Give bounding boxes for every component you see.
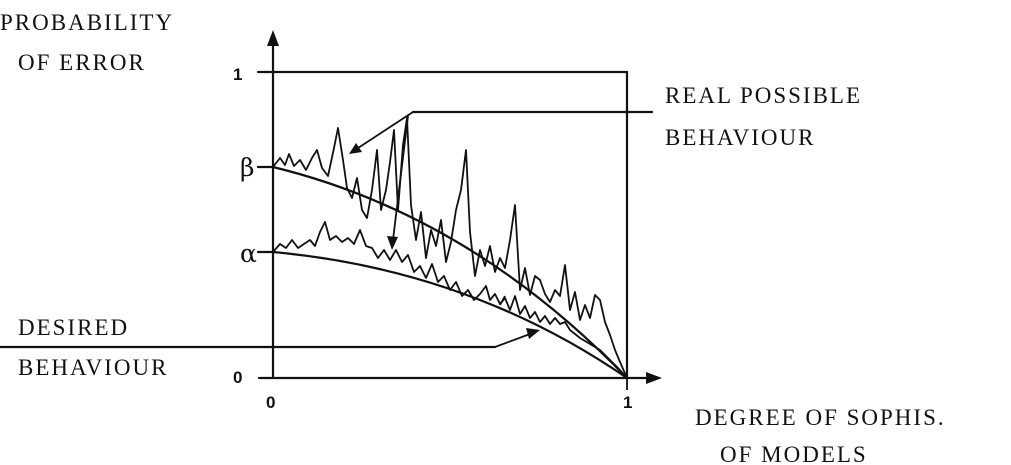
x-tick-zero: 0 — [266, 393, 275, 412]
real-behaviour-label-line1: REAL POSSIBLE — [665, 83, 862, 108]
x-axis-title-line2: OF MODELS — [720, 442, 868, 465]
dash-mark — [499, 295, 506, 306]
real-arrow-2-head — [387, 236, 398, 250]
y-axis-arrowhead — [267, 30, 279, 46]
y-axis-title-line2: OF ERROR — [18, 50, 146, 75]
beta-label: β — [240, 153, 254, 182]
real-arrow-1-head — [349, 143, 362, 154]
y-axis-title-line1: PROBABILITY — [0, 10, 174, 35]
beta-real-curve — [272, 117, 628, 379]
desired-arrow-head — [526, 328, 540, 339]
alpha-smooth-curve — [271, 250, 629, 380]
desired-arrow-shaft — [494, 333, 531, 348]
desired-behaviour-label-line2: BEHAVIOUR — [18, 355, 168, 380]
real-arrow-2-shaft — [392, 115, 409, 241]
alpha-label: α — [240, 239, 257, 268]
real-behaviour-label-line2: BEHAVIOUR — [665, 125, 815, 150]
x-axis-arrowhead — [646, 372, 662, 384]
y-tick-zero: 0 — [233, 368, 242, 387]
x-axis-title-line1: DEGREE OF SOPHIS. — [695, 405, 946, 430]
real-arrow-1-shaft — [354, 111, 414, 151]
beta-smooth-curve — [271, 165, 629, 380]
desired-behaviour-label-line1: DESIRED — [18, 315, 129, 340]
y-tick-one: 1 — [233, 65, 242, 84]
x-tick-one: 1 — [623, 393, 632, 412]
alpha-real-curve — [272, 221, 628, 379]
